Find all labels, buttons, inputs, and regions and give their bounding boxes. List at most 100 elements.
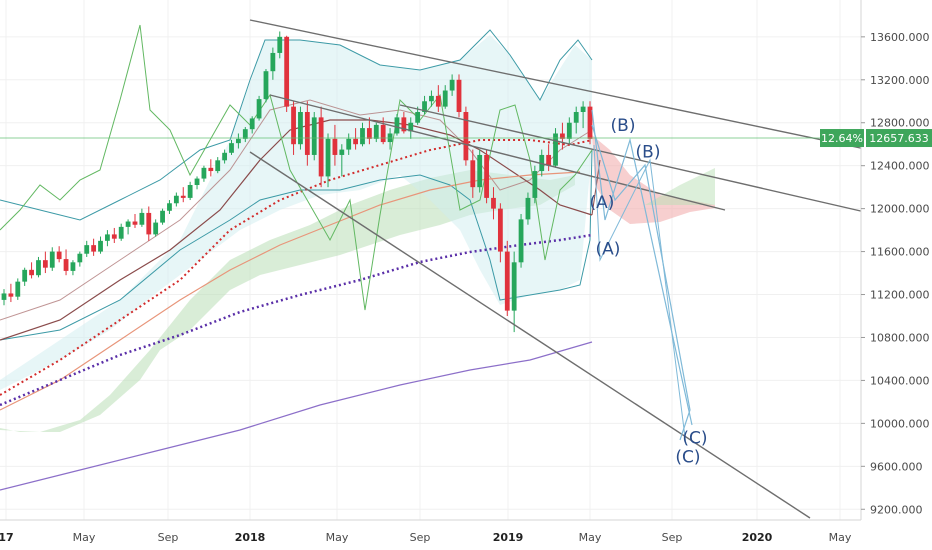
price-axis[interactable]: 13600.000 13200.000 12800.000 12400.000 1200… [860,0,932,530]
candle [408,117,414,139]
wave-label: (A) [596,239,621,259]
candle [160,208,165,225]
x-tick-label: May [579,531,602,544]
x-tick-label: May [326,531,349,544]
y-tick-label: 11600.000 [870,246,930,259]
bollinger-lower [0,149,593,341]
y-tick-label: 10800.000 [870,331,930,344]
candle [511,251,517,333]
candle [573,106,579,134]
wave-label: (C) [682,428,707,448]
candle [222,149,228,164]
badge-percent: 12.64% [821,132,863,145]
ichimoku-cloud [0,135,715,432]
x-tick-label: 17 [0,531,14,544]
time-axis-background [0,520,932,550]
candle [318,106,324,188]
x-tick-label: Sep [158,531,179,544]
candle [125,219,131,235]
candle [298,106,303,150]
candle [470,149,476,198]
candle [546,144,552,172]
candle [353,128,358,150]
x-tick-label: 2018 [235,531,266,544]
candle [256,95,262,121]
candle [132,214,138,228]
candle [42,251,48,274]
candle [29,262,34,279]
projection-path-2 [591,124,691,441]
candle [580,101,586,129]
bollinger-upper [0,29,593,221]
x-tick-label: 2019 [493,531,524,544]
candle [394,114,400,136]
badge-percent-box [820,129,864,148]
candle [449,74,455,96]
candle [194,176,200,190]
candle [518,214,524,268]
x-tick-label: Sep [410,531,431,544]
candle [187,181,193,201]
wave-label: (A) [590,193,615,213]
y-tick-label: 9600.000 [870,460,923,473]
candle [587,101,593,145]
candle [105,230,110,247]
ma-purple-dotted [0,233,593,407]
candle [553,128,558,168]
candle [373,122,379,143]
y-tick-label: 10000.000 [870,417,930,430]
y-tick-label: 12400.000 [870,160,930,173]
candle [366,117,372,145]
candle [118,223,124,241]
candle [311,112,317,161]
candle [15,278,21,300]
bollinger-mid [0,99,593,321]
y-tick-label: 10400.000 [870,374,930,387]
candle [153,219,159,237]
projection-path-3 [593,144,687,446]
candle [49,247,55,271]
cloud-green [0,170,575,432]
candle [236,133,241,149]
y-tick-label: 9200.000 [870,503,923,516]
candle [332,124,338,166]
candle [201,165,207,182]
x-tick-label: 2020 [742,531,773,544]
candle [484,149,489,204]
candle [360,122,365,147]
candle [242,127,248,143]
candle [36,256,41,278]
cloud-green-future [645,168,715,205]
ma-red-dotted [0,139,593,396]
candle [22,267,28,286]
y-tick-label: 13200.000 [870,74,930,87]
candle [339,144,345,177]
candle [291,101,296,155]
candle [277,31,283,59]
candle [173,192,179,207]
candle [111,227,117,243]
candle [401,112,407,134]
upper-channel-line [249,19,871,151]
x-tick-label: May [829,531,852,544]
projection-path-1 [591,109,693,426]
y-tick-label: 11200.000 [870,289,930,302]
x-tick-label: May [73,531,96,544]
time-axis[interactable]: 17 May Sep 2018 May Sep 2019 May Sep 2020 May [0,519,932,550]
candle [477,149,483,193]
candle [491,187,496,220]
candle [63,249,69,276]
lower-channel-line [249,151,811,519]
ma-purple [0,341,593,491]
x-tick-label: Sep [662,531,683,544]
ma-brown [0,119,593,341]
candle [504,240,510,316]
candle [249,116,255,134]
candle [497,203,503,263]
candle [325,133,331,188]
candle [346,133,352,155]
candle [284,35,290,112]
candle [215,157,221,174]
candle [84,240,90,257]
